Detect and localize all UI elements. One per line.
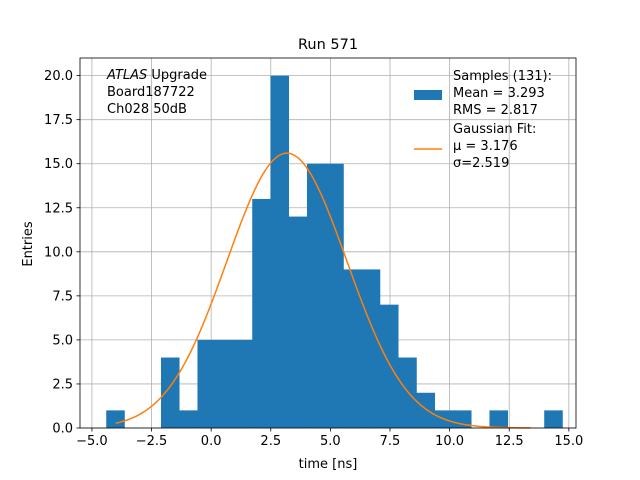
histogram-bar — [288, 216, 308, 428]
legend-text-line: Gaussian Fit: — [453, 122, 536, 137]
x-tick-label: 2.5 — [260, 434, 281, 449]
y-tick-label: 0.0 — [52, 422, 73, 437]
x-axis-label: time [ns] — [299, 457, 358, 472]
x-tick-label: 15.0 — [554, 434, 583, 449]
histogram-bar — [361, 269, 381, 428]
gaussian-fit-curve — [115, 152, 531, 429]
x-tick-label: 0.0 — [201, 434, 222, 449]
histogram-bar — [215, 339, 235, 428]
legend-text-line: Mean = 3.293 — [453, 86, 545, 101]
annotation-line: ATLAS Upgrade — [106, 68, 207, 83]
histogram-bar — [379, 304, 399, 428]
histogram-bar — [489, 410, 509, 428]
legend: Samples (131): Mean = 3.293 RMS = 2.817 G… — [414, 69, 552, 171]
x-tick-label: 10.0 — [435, 434, 464, 449]
legend-swatch-samples — [414, 90, 442, 100]
axes — [79, 57, 577, 429]
y-tick-label: 10.0 — [44, 245, 73, 260]
histogram-bar — [416, 392, 436, 428]
legend-text-line: μ = 3.176 — [453, 139, 518, 154]
histogram-bar — [544, 410, 563, 428]
x-tick-label: 7.5 — [380, 434, 401, 449]
histogram-bar — [252, 198, 271, 428]
chart-title: Run 571 — [298, 37, 358, 53]
y-tick-label: 17.5 — [44, 113, 73, 128]
histogram-bar — [233, 339, 253, 428]
y-tick-label: 20.0 — [44, 69, 73, 84]
histogram-bar — [160, 357, 180, 428]
y-tick-label: 2.5 — [52, 377, 73, 392]
ticks: −5.0 −2.5 0.0 2.5 5.0 7.5 10.0 12.5 15.0 0.0 2.5 5.… — [44, 69, 583, 449]
info-annotation: ATLAS Upgrade Board187722 Ch028 50dB — [106, 68, 207, 117]
histogram-bars — [106, 75, 563, 428]
legend-text-line: RMS = 2.817 — [453, 103, 538, 118]
y-tick-label: 5.0 — [52, 333, 73, 348]
histogram-bar — [325, 163, 344, 428]
legend-text-line: Samples (131): — [453, 69, 552, 84]
x-tick-label: 12.5 — [495, 434, 524, 449]
x-tick-label: −2.5 — [136, 434, 168, 449]
histogram-bar — [270, 75, 290, 428]
y-axis-label: Entries — [21, 221, 36, 267]
annotation-line: Ch028 50dB — [107, 102, 187, 117]
histogram-bar — [106, 410, 125, 428]
y-tick-label: 12.5 — [44, 201, 73, 216]
plot-frame — [79, 57, 577, 429]
histogram-bar — [398, 357, 417, 428]
legend-text-line: σ=2.519 — [453, 156, 509, 171]
gaussian-fit — [115, 152, 531, 429]
x-tick-label: −5.0 — [76, 434, 108, 449]
x-tick-label: 5.0 — [320, 434, 341, 449]
y-tick-label: 7.5 — [52, 289, 73, 304]
histogram-bar — [343, 269, 363, 428]
histogram-bar — [306, 163, 326, 428]
annotation-line: Board187722 — [107, 85, 195, 100]
histogram-bar — [197, 339, 217, 428]
histogram-bar — [179, 410, 198, 428]
y-tick-label: 15.0 — [44, 157, 73, 172]
